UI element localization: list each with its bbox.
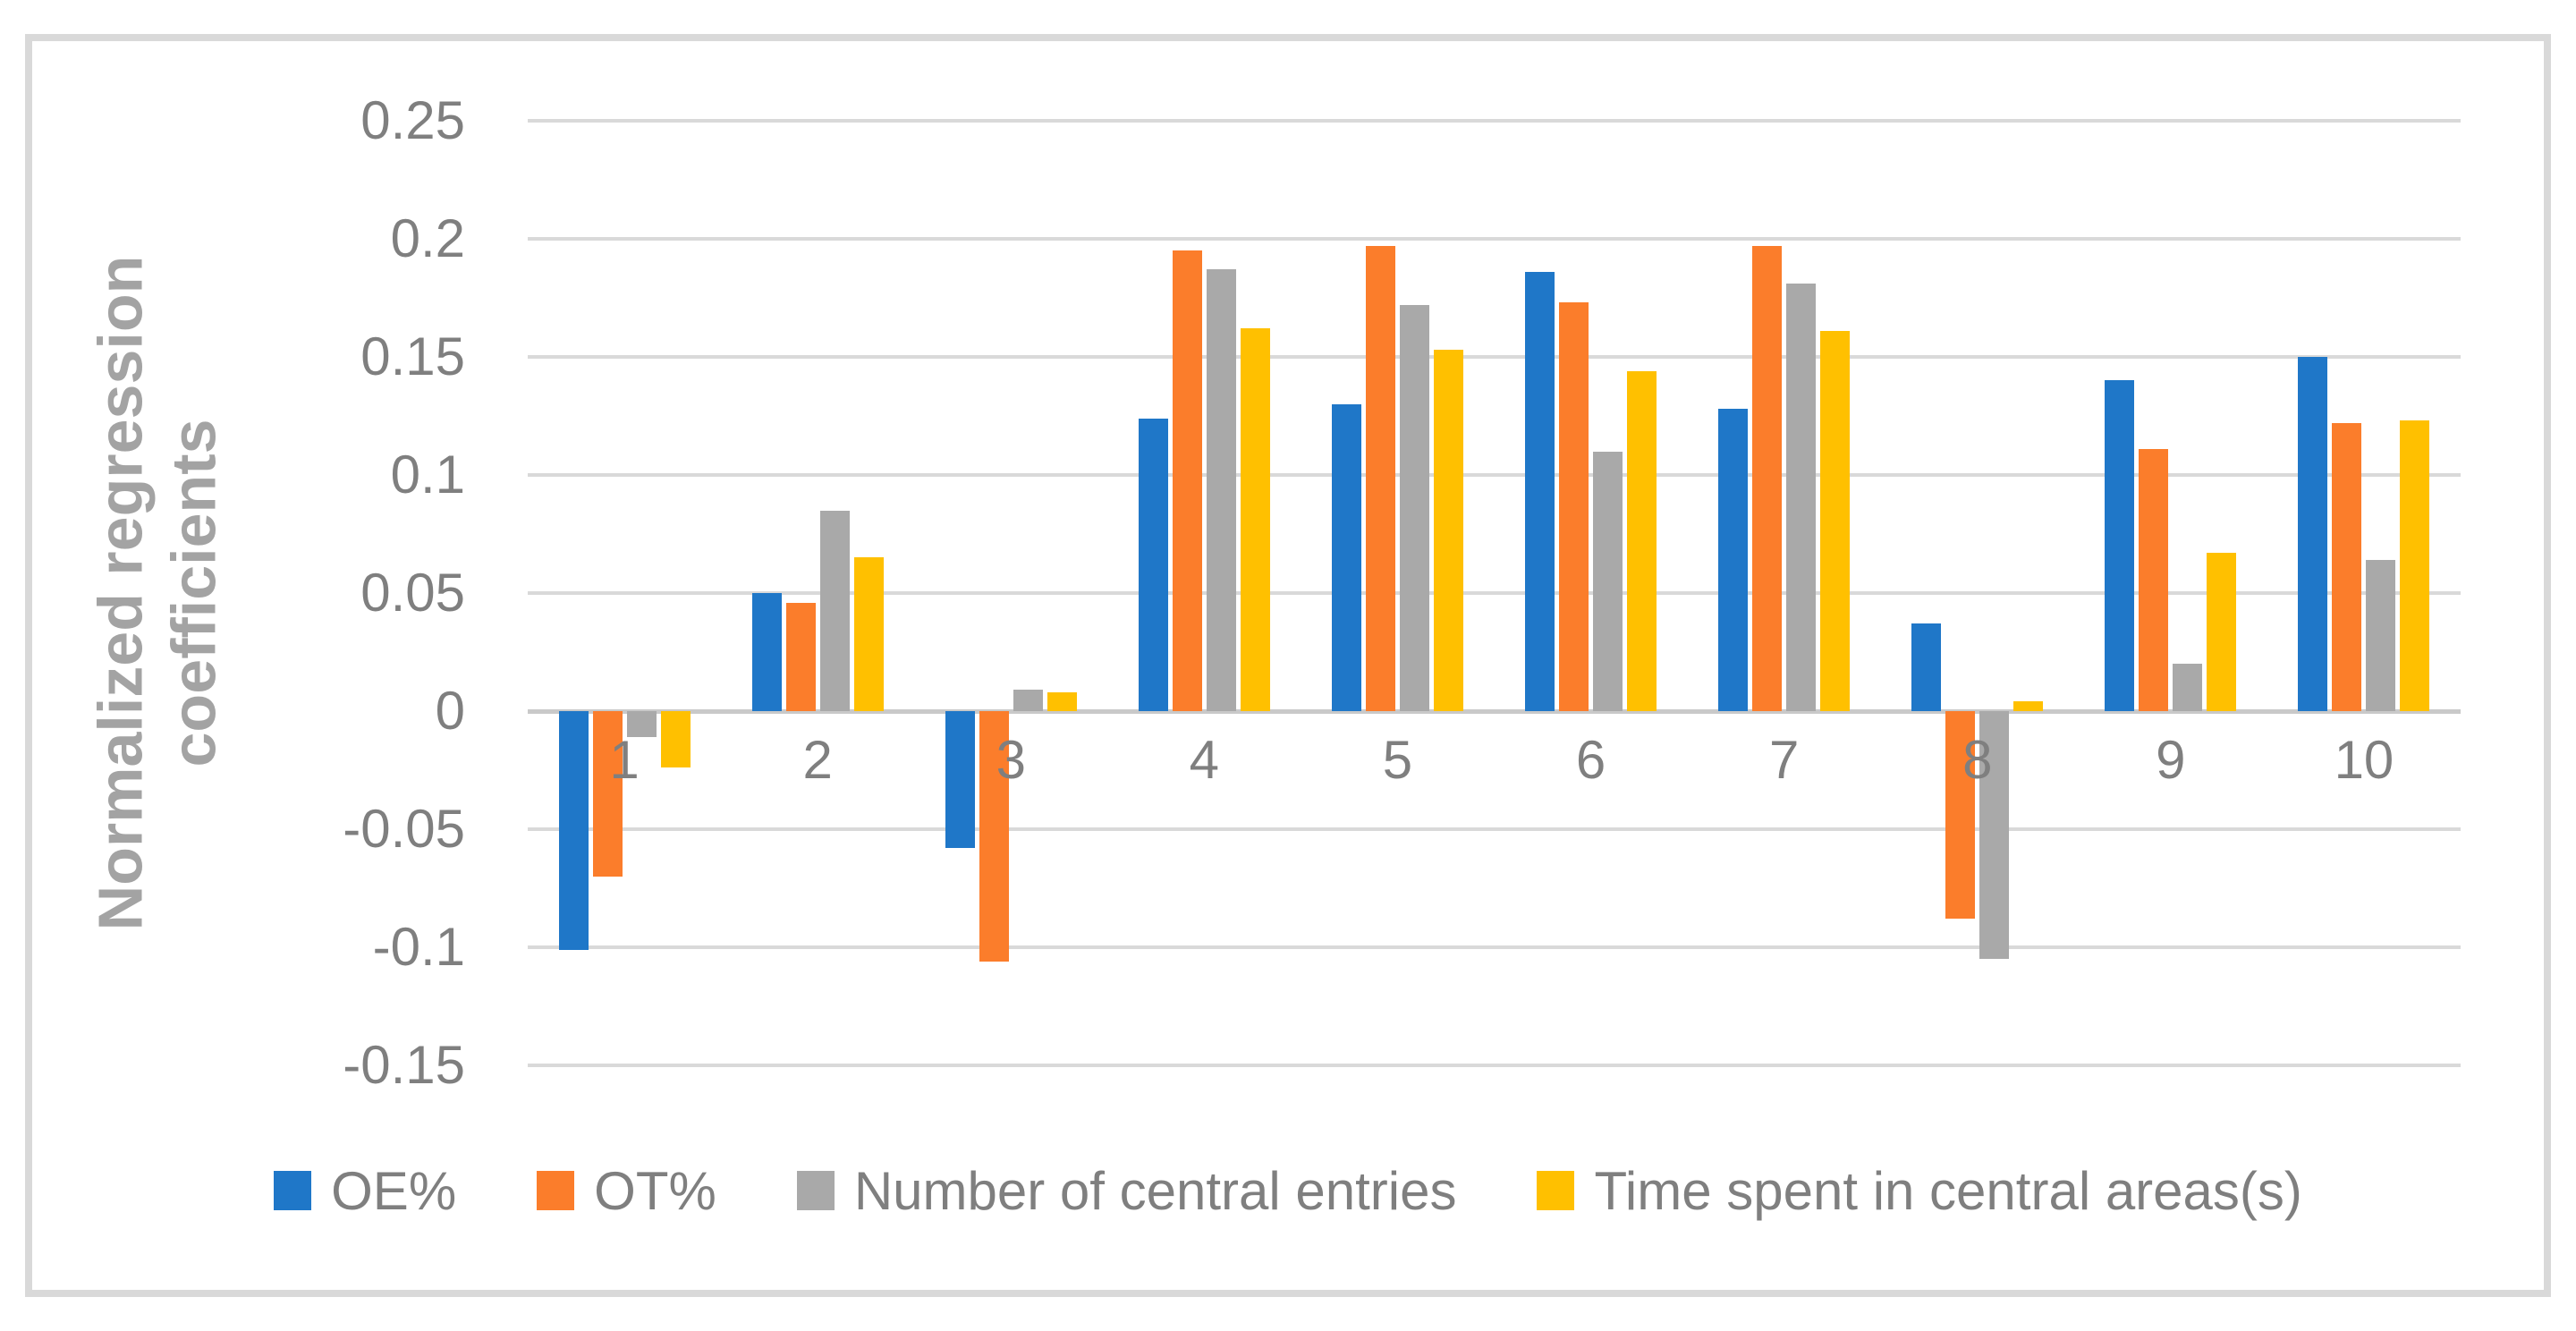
y-tick-label: 0.25 <box>360 90 465 150</box>
y-tick-label: 0 <box>435 681 465 741</box>
legend-item: Number of central entries <box>796 1160 1457 1222</box>
y-axis-title: Normalized regression coefficients <box>54 121 259 1065</box>
gridline <box>528 591 2461 595</box>
x-category-label: 9 <box>2156 730 2186 790</box>
bar-series4-cat5 <box>1433 350 1463 711</box>
bar-series1-cat1 <box>558 711 589 950</box>
bar-series4-cat4 <box>1240 328 1270 711</box>
gridline <box>528 119 2461 123</box>
legend-swatch-icon <box>274 1171 312 1210</box>
legend-label: Number of central entries <box>853 1160 1457 1221</box>
bar-series1-cat9 <box>2105 380 2135 711</box>
y-tick-label: -0.1 <box>372 917 465 977</box>
y-tick-label: -0.15 <box>343 1035 465 1095</box>
x-category-label: 5 <box>1382 730 1413 790</box>
x-category-label: 10 <box>2334 730 2394 790</box>
bar-series4-cat3 <box>1046 691 1077 711</box>
y-tick-label: 0.15 <box>360 326 465 386</box>
x-category-label: 7 <box>1768 730 1800 790</box>
x-category-label: 6 <box>1575 730 1606 790</box>
x-category-label: 3 <box>996 730 1026 790</box>
bar-series1-cat5 <box>1331 403 1361 711</box>
bar-series2-cat7 <box>1752 245 1783 711</box>
bar-series3-cat6 <box>1593 451 1623 711</box>
bar-series4-cat10 <box>2400 420 2430 711</box>
bar-series4-cat6 <box>1627 370 1657 711</box>
zero-gridline <box>528 709 2461 714</box>
bar-series2-cat1 <box>592 711 623 877</box>
bar-series3-cat7 <box>1786 284 1817 711</box>
bar-series2-cat8 <box>1945 711 1976 920</box>
bar-series2-cat3 <box>979 711 1009 962</box>
bar-series2-cat4 <box>1172 250 1202 711</box>
bar-series3-cat2 <box>819 510 850 711</box>
x-category-label: 2 <box>802 730 833 790</box>
legend-item: Time spent in central areas(s) <box>1537 1160 2302 1222</box>
bar-series1-cat3 <box>945 711 975 849</box>
bar-series1-cat4 <box>1138 418 1168 711</box>
y-tick-label: -0.05 <box>343 799 465 859</box>
legend-label: OT% <box>594 1160 716 1221</box>
y-tick-label: 0.05 <box>360 563 465 623</box>
bar-series2-cat5 <box>1365 245 1395 711</box>
bar-series4-cat1 <box>660 711 691 768</box>
bar-series3-cat8 <box>1979 711 2010 960</box>
bar-series1-cat8 <box>1911 623 1942 711</box>
bar-series4-cat9 <box>2207 553 2237 711</box>
bar-series3-cat5 <box>1399 304 1429 711</box>
bar-series1-cat7 <box>1718 409 1749 711</box>
legend-item: OE% <box>274 1160 456 1222</box>
bar-series1-cat6 <box>1525 271 1555 711</box>
bar-series3-cat4 <box>1206 269 1236 711</box>
gridline <box>528 827 2461 831</box>
legend: OE% OT% Number of central entries Time spen… <box>0 1152 2576 1229</box>
y-axis-title-line1: Normalized regression <box>85 255 155 931</box>
gridline <box>528 1064 2461 1067</box>
y-axis-title-line2: coefficients <box>158 419 228 767</box>
bar-series2-cat10 <box>2332 422 2362 711</box>
bar-series4-cat2 <box>853 557 884 711</box>
bar-series3-cat1 <box>626 711 657 738</box>
gridline <box>528 237 2461 241</box>
bar-series1-cat2 <box>751 593 782 711</box>
bar-series2-cat6 <box>1559 302 1589 711</box>
bar-series3-cat9 <box>2173 664 2203 711</box>
bar-series2-cat9 <box>2139 448 2169 711</box>
bar-series3-cat10 <box>2366 560 2396 711</box>
legend-label: OE% <box>331 1160 457 1221</box>
legend-swatch-icon <box>1537 1171 1575 1210</box>
gridline <box>528 473 2461 477</box>
y-tick-label: 0.1 <box>390 445 465 504</box>
x-category-label: 4 <box>1189 730 1220 790</box>
legend-swatch-icon <box>537 1171 575 1210</box>
x-category-label: 8 <box>1962 730 1993 790</box>
bar-series4-cat7 <box>1820 330 1851 711</box>
bar-series3-cat3 <box>1013 690 1043 711</box>
y-tick-label: 0.2 <box>390 208 465 268</box>
bar-series2-cat2 <box>785 602 816 711</box>
bar-series1-cat10 <box>2298 357 2328 711</box>
bar-series4-cat8 <box>2013 701 2044 711</box>
legend-label: Time spent in central areas(s) <box>1594 1160 2302 1221</box>
x-category-label: 1 <box>609 730 640 790</box>
legend-swatch-icon <box>796 1171 835 1210</box>
gridline <box>528 355 2461 359</box>
gridline <box>528 945 2461 949</box>
legend-item: OT% <box>537 1160 716 1222</box>
y-axis-title-text: Normalized regression coefficients <box>83 256 230 931</box>
